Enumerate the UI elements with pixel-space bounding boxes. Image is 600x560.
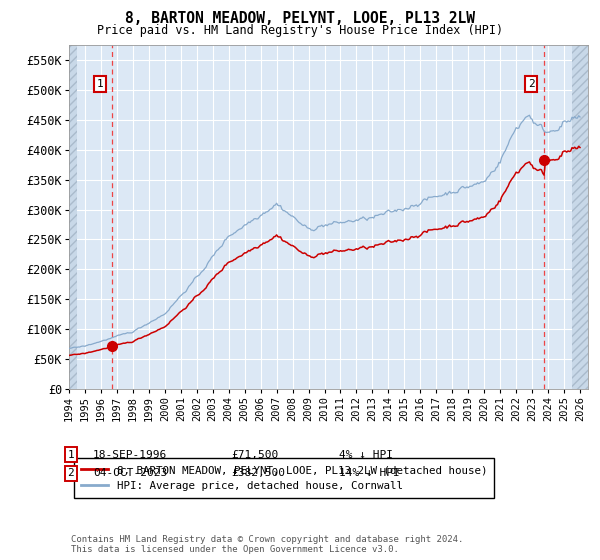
Text: Price paid vs. HM Land Registry's House Price Index (HPI): Price paid vs. HM Land Registry's House … (97, 24, 503, 36)
Bar (572, 45, 588, 389)
Text: 8, BARTON MEADOW, PELYNT, LOOE, PL13 2LW: 8, BARTON MEADOW, PELYNT, LOOE, PL13 2LW (125, 11, 475, 26)
Bar (69, 45, 77, 389)
Text: £71,500: £71,500 (231, 450, 278, 460)
Text: 04-OCT-2023: 04-OCT-2023 (93, 468, 167, 478)
Text: £382,500: £382,500 (231, 468, 285, 478)
Text: 4% ↓ HPI: 4% ↓ HPI (339, 450, 393, 460)
Text: 1: 1 (67, 450, 74, 460)
Text: 2: 2 (67, 468, 74, 478)
Text: 1: 1 (96, 79, 103, 88)
Text: Contains HM Land Registry data © Crown copyright and database right 2024.
This d: Contains HM Land Registry data © Crown c… (71, 535, 463, 554)
Text: 18-SEP-1996: 18-SEP-1996 (93, 450, 167, 460)
Text: 14% ↓ HPI: 14% ↓ HPI (339, 468, 400, 478)
Legend: 8, BARTON MEADOW, PELYNT, LOOE, PL13 2LW (detached house), HPI: Average price, d: 8, BARTON MEADOW, PELYNT, LOOE, PL13 2LW… (74, 458, 494, 498)
Text: 2: 2 (528, 79, 535, 88)
